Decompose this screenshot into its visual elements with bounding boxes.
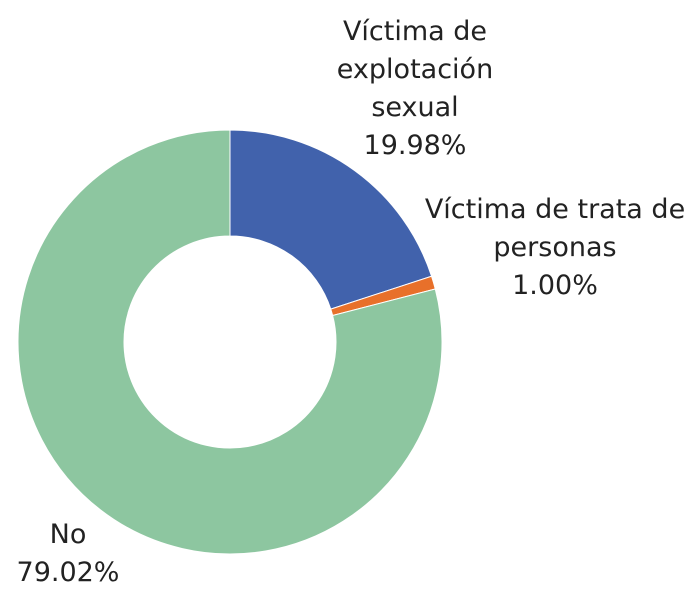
category-label: No — [49, 519, 87, 550]
donut-slice — [17, 129, 443, 555]
category-label: Víctima de trata de personas — [424, 194, 686, 263]
donut-slice — [229, 129, 433, 310]
slice-label: No 79.02% — [0, 516, 136, 592]
slice-label: Víctima de explotación sexual 19.98% — [320, 13, 510, 165]
value-label: 19.98% — [363, 130, 467, 161]
value-label: 79.02% — [16, 557, 120, 588]
value-label: 1.00% — [512, 270, 598, 301]
slice-label: Víctima de trata de personas 1.00% — [424, 191, 686, 305]
category-label: Víctima de explotación sexual — [336, 16, 494, 123]
